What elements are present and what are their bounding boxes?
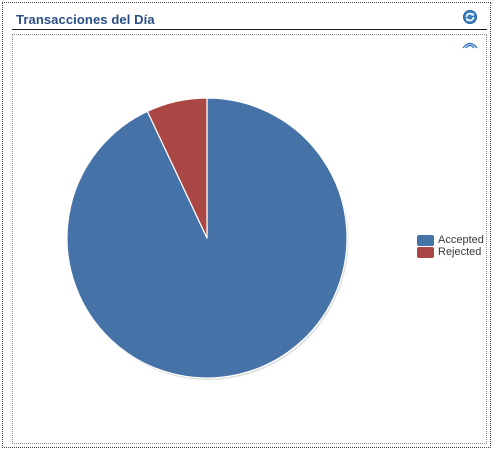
panel-header: Transacciones del Día <box>12 9 488 31</box>
legend-item-accepted[interactable]: Accepted <box>417 234 484 246</box>
panel-title: Transacciones del Día <box>16 12 155 27</box>
pie-chart <box>66 97 349 380</box>
header-divider <box>12 29 487 30</box>
legend-swatch-rejected <box>417 246 434 258</box>
eye-icon[interactable] <box>462 36 478 49</box>
legend-label-accepted: Accepted <box>438 234 484 246</box>
chart-legend: Accepted Rejected <box>417 234 484 258</box>
pie-slice-rejected[interactable] <box>146 97 208 239</box>
legend-item-rejected[interactable]: Rejected <box>417 246 484 258</box>
legend-label-rejected: Rejected <box>438 246 482 258</box>
legend-swatch-accepted <box>417 234 434 246</box>
transactions-panel: Transacciones del Día Accepted Rejected <box>2 2 491 448</box>
refresh-icon[interactable] <box>462 9 478 25</box>
chart-area <box>12 34 487 444</box>
